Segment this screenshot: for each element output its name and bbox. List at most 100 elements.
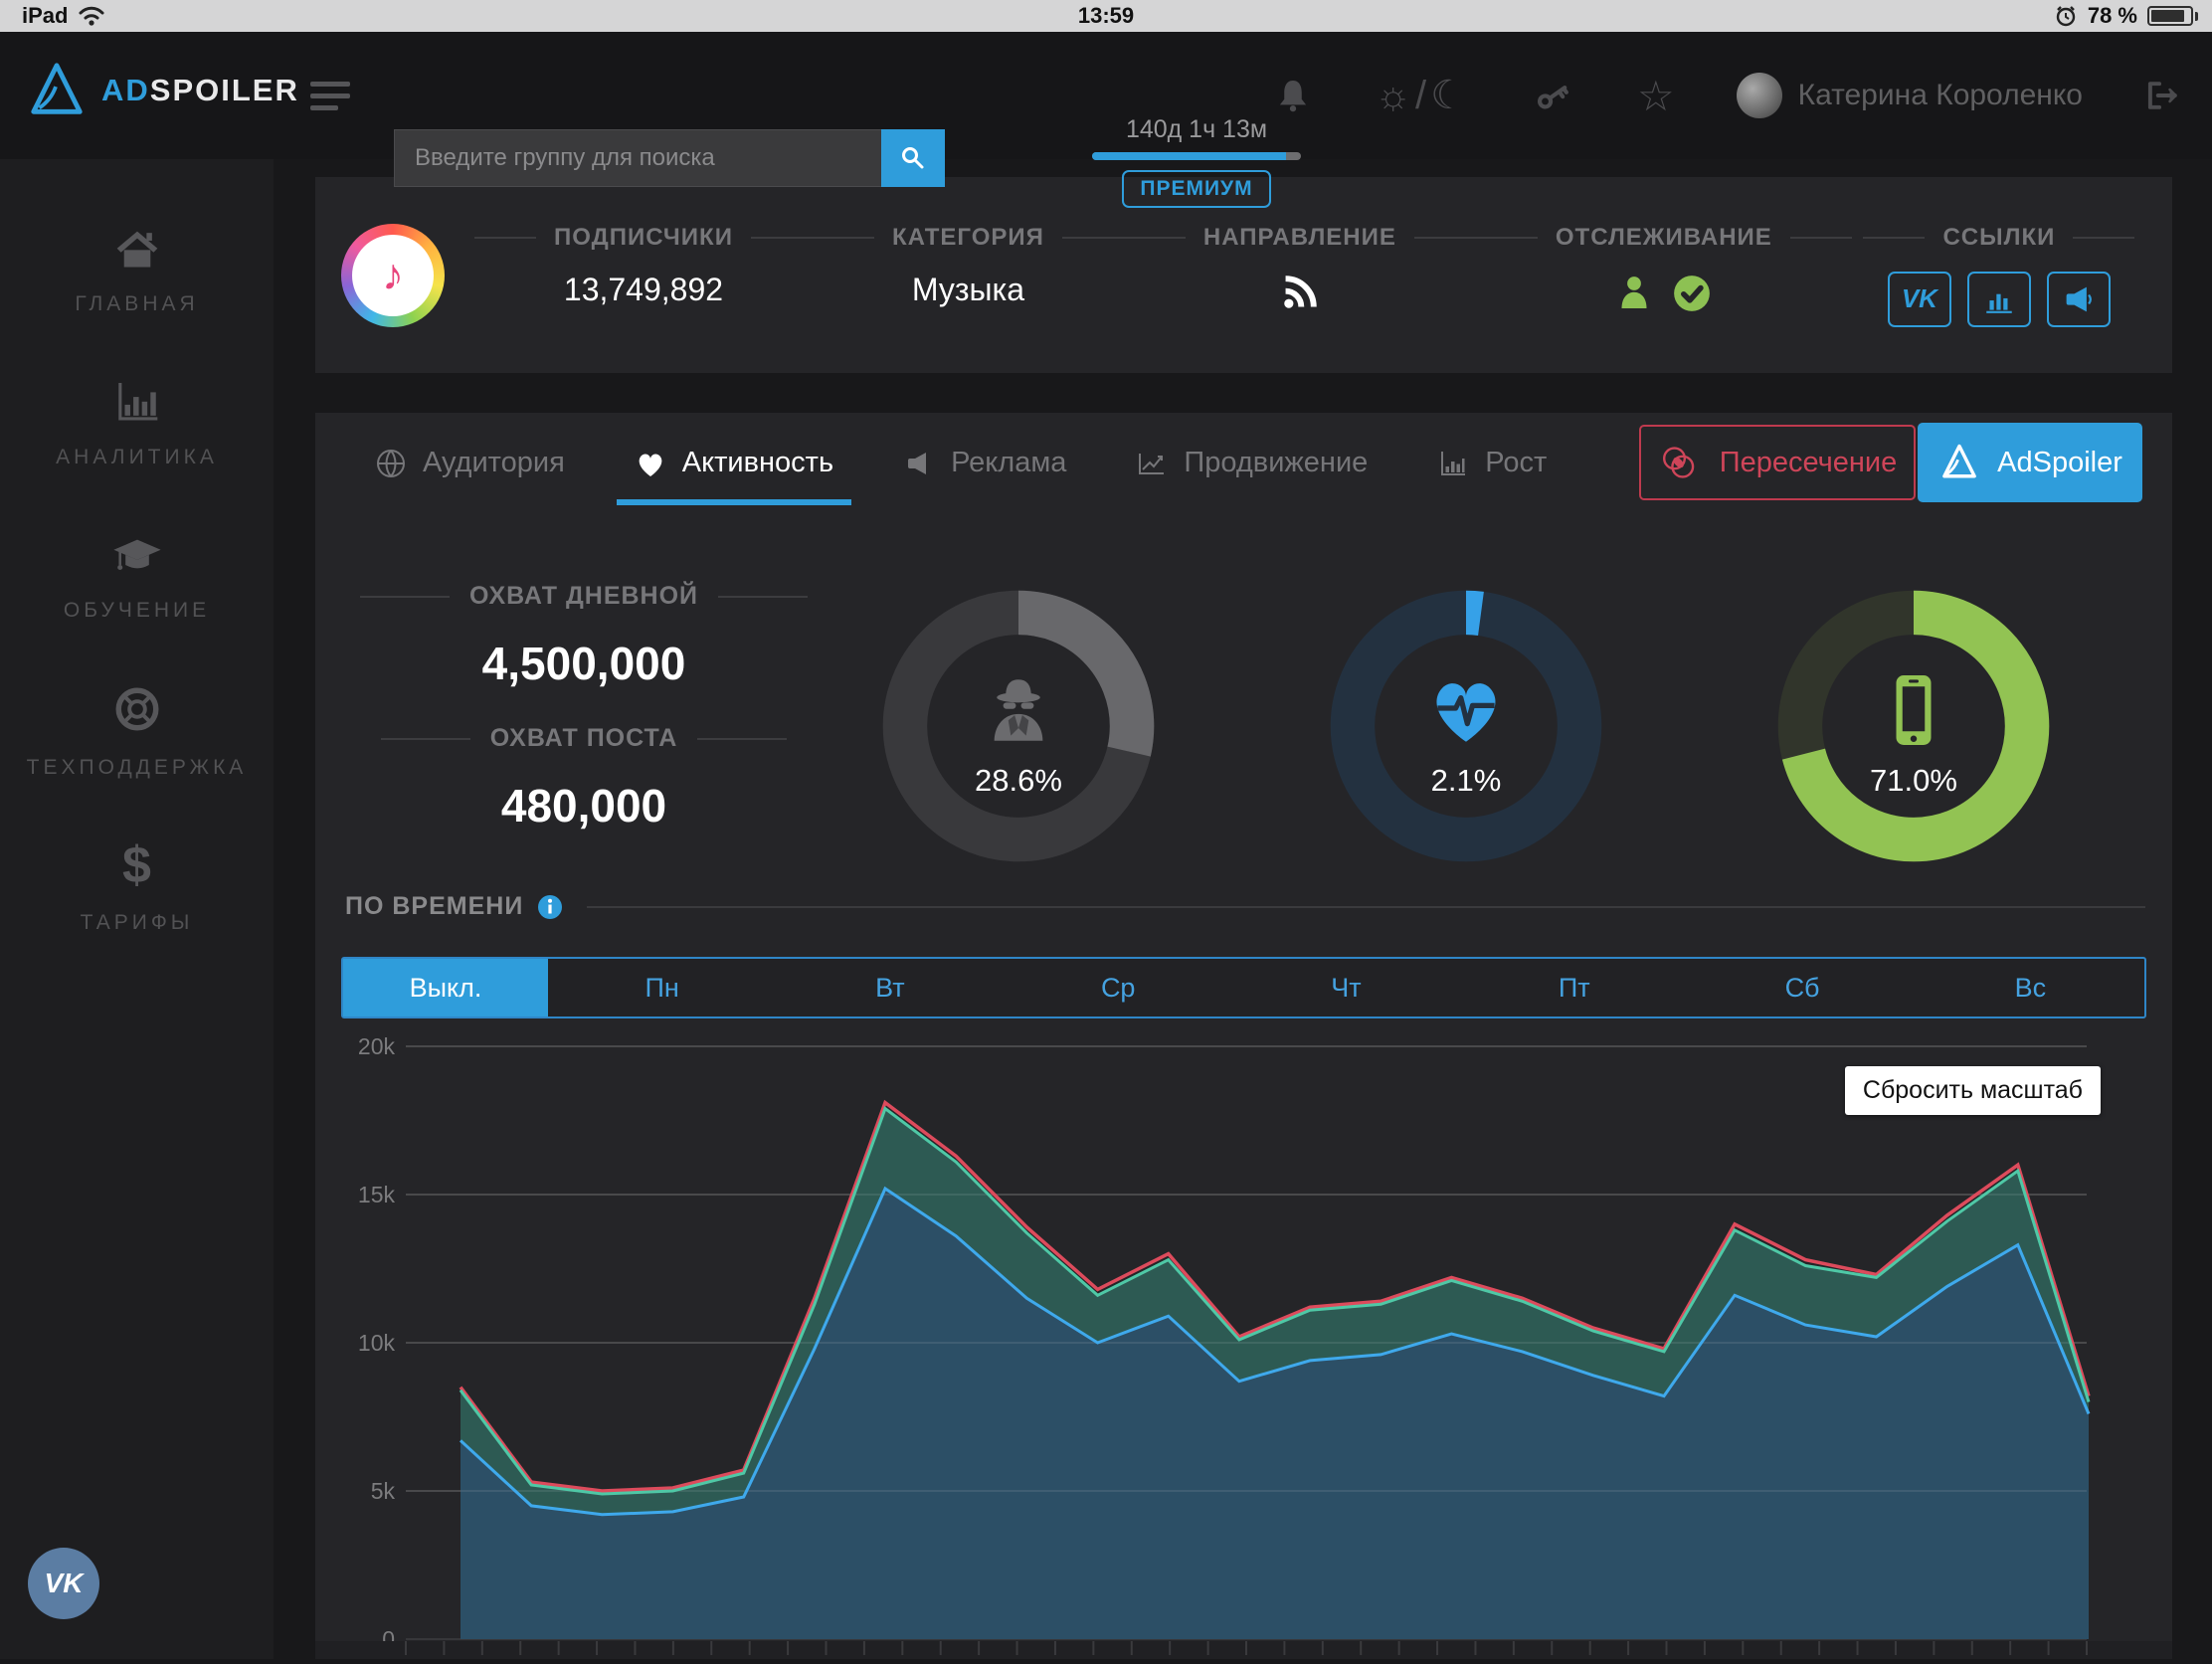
stat-category: КАТЕГОРИЯ Музыка <box>812 224 1124 327</box>
category-value: Музыка <box>911 271 1024 307</box>
svg-text:5k: 5k <box>371 1478 396 1504</box>
spy-donut-value: 28.6% <box>975 763 1062 798</box>
by-time-label: ПО ВРЕМЕНИ <box>345 892 524 920</box>
day-tab-thu[interactable]: Чт <box>1331 972 1362 1003</box>
group-avatar[interactable]: ♪ <box>341 223 445 327</box>
section-tabs: Аудитория Активность Реклама Продвижение <box>375 447 1547 505</box>
activity-panel: Аудитория Активность Реклама Продвижение <box>315 413 2172 1664</box>
sidebar-item-support[interactable]: ТЕХПОДДЕРЖКА <box>0 684 274 780</box>
venn-icon <box>1662 447 1695 478</box>
globe-icon <box>377 449 405 477</box>
post-reach-value: 480,000 <box>500 780 667 832</box>
vk-icon: VK <box>44 1568 84 1598</box>
spy-donut-chart: 28.6% <box>874 582 1163 870</box>
by-time-header: ПО ВРЕМЕНИ <box>345 892 2145 921</box>
premium-time-left: 140д 1ч 13м <box>1125 115 1268 143</box>
svg-text:10k: 10k <box>358 1330 396 1356</box>
notifications-bell-icon[interactable] <box>1273 74 1313 117</box>
activity-donut-value: 2.1% <box>1430 763 1502 798</box>
theme-toggle[interactable]: ☼ / ☾ <box>1375 73 1470 118</box>
day-tab-off[interactable]: Выкл. <box>343 959 548 1017</box>
adspoiler-logo[interactable]: ADSPOILER <box>26 60 299 121</box>
brand-suffix: SPOILER <box>149 73 299 107</box>
heart-pulse-icon <box>1424 669 1508 752</box>
premium-status: 140д 1ч 13м ПРЕМИУМ <box>1092 115 1301 208</box>
sidebar-item-tariffs[interactable]: $ ТАРИФЫ <box>80 836 194 934</box>
daily-reach-label: ОХВАТ ДНЕВНОЙ <box>468 582 699 610</box>
premium-badge[interactable]: ПРЕМИУМ <box>1122 170 1271 208</box>
battery-icon <box>2147 6 2193 26</box>
api-key-icon[interactable] <box>1532 74 1575 117</box>
sun-icon: ☼ <box>1375 73 1415 117</box>
spy-icon <box>978 669 1059 756</box>
adspoiler-triangle-icon <box>31 63 83 114</box>
logout-icon[interactable] <box>2142 75 2184 116</box>
vk-link-button[interactable]: VK <box>1887 271 1951 327</box>
sidebar: ГЛАВНАЯ АНАЛИТИКА ОБУЧЕНИЕ ТЕХПОДДЕРЖКА … <box>0 159 274 1659</box>
ios-status-bar: iPad 13:59 78 % <box>0 0 2212 32</box>
tab-ads[interactable]: Реклама <box>903 447 1066 505</box>
user-name: Катерина Короленко <box>1797 79 2083 111</box>
premium-progress <box>1092 152 1301 160</box>
adspoiler-triangle-icon <box>1942 444 1976 478</box>
vk-fab-button[interactable]: VK <box>28 1548 99 1619</box>
search-button[interactable] <box>881 129 945 187</box>
growth-chart-icon <box>1441 451 1466 475</box>
moon-icon: ☾ <box>1430 74 1470 117</box>
group-header-panel: ♪ ПОДПИСЧИКИ 13,749,892 КАТЕГОРИЯ Музыка… <box>315 177 2172 373</box>
stat-tracking: ОТСЛЕЖИВАНИЕ <box>1475 224 1852 327</box>
day-tab-tue[interactable]: Вт <box>875 972 905 1003</box>
adspoiler-service-button[interactable]: AdSpoiler <box>1918 423 2142 502</box>
premium-progress-fill <box>1092 152 1287 160</box>
check-circle-icon <box>1673 275 1710 311</box>
day-tab-sat[interactable]: Сб <box>1784 972 1820 1003</box>
stat-direction: НАПРАВЛЕНИЕ <box>1123 224 1476 327</box>
promotion-chart-icon <box>1139 453 1165 474</box>
home-icon <box>116 231 157 268</box>
activity-donut-chart: 2.1% <box>1322 582 1610 870</box>
intersection-button[interactable]: Пересечение <box>1639 425 1916 500</box>
user-avatar <box>1736 73 1782 118</box>
tab-activity[interactable]: Активность <box>616 447 852 505</box>
menu-toggle-icon[interactable] <box>310 82 350 110</box>
tab-promotion[interactable]: Продвижение <box>1136 447 1368 505</box>
smartphone-icon <box>1879 669 1948 756</box>
ads-link-button[interactable] <box>2046 271 2111 327</box>
day-tab-fri[interactable]: Пт <box>1558 972 1590 1003</box>
reset-zoom-button[interactable]: Сбросить масштаб <box>1844 1066 2101 1115</box>
search-input[interactable] <box>394 129 881 187</box>
megaphone-icon <box>908 452 927 474</box>
education-icon <box>112 539 161 571</box>
sidebar-item-home[interactable]: ГЛАВНАЯ <box>0 225 274 316</box>
info-icon[interactable] <box>537 894 563 920</box>
post-reach-label: ОХВАТ ПОСТА <box>489 724 678 752</box>
alarm-icon <box>2056 6 2076 27</box>
svg-text:20k: 20k <box>358 1034 396 1059</box>
music-note-icon: ♪ <box>352 234 434 316</box>
sidebar-item-analytics[interactable]: АНАЛИТИКА <box>0 378 274 469</box>
person-icon <box>1621 276 1647 308</box>
day-tab-sun[interactable]: Вс <box>2014 972 2047 1003</box>
battery-percent: 78 % <box>2087 3 2137 28</box>
svg-text:15k: 15k <box>358 1182 396 1207</box>
group-search <box>394 129 945 187</box>
divider-line <box>587 905 2145 908</box>
favorites-star-icon[interactable]: ☆ <box>1636 72 1675 119</box>
search-icon <box>902 147 924 169</box>
vk-icon: VK <box>1901 283 1937 313</box>
device-label: iPad <box>22 3 69 28</box>
day-of-week-tabs: Выкл. Пн Вт Ср Чт Пт Сб Вс <box>341 957 2146 1018</box>
user-menu[interactable]: Катерина Короленко <box>1736 73 2083 118</box>
reach-block: ОХВАТ ДНЕВНОЙ 4,500,000 ОХВАТ ПОСТА 480,… <box>345 582 823 866</box>
sidebar-item-education[interactable]: ОБУЧЕНИЕ <box>0 531 274 623</box>
day-tab-wed[interactable]: Ср <box>1100 972 1136 1003</box>
bar-chart-icon <box>1986 293 2012 313</box>
tab-audience[interactable]: Аудитория <box>375 447 565 505</box>
stats-link-button[interactable] <box>1966 271 2031 327</box>
tab-growth[interactable]: Рост <box>1437 447 1547 505</box>
mobile-donut-chart: 71.0% <box>1769 582 2058 870</box>
day-tab-mon[interactable]: Пн <box>645 972 679 1003</box>
battery-fill <box>2151 10 2184 22</box>
stat-subscribers: ПОДПИСЧИКИ 13,749,892 <box>474 224 813 327</box>
